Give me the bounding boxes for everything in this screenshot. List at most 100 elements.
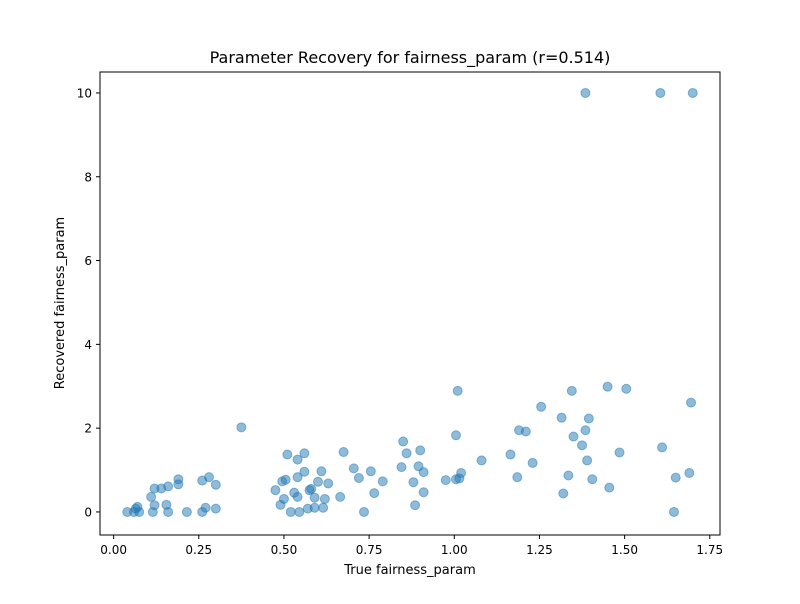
data-point [369,488,380,499]
data-point [536,401,547,412]
y-tick-label: 8 [84,170,92,184]
data-point [270,485,281,496]
data-point [338,447,349,458]
data-point [580,87,591,98]
data-point [309,502,320,513]
data-point [418,467,429,478]
data-point [299,466,310,477]
data-point [353,473,364,484]
y-axis-label: Recovered fairness_param [53,217,68,389]
data-points [122,87,698,517]
data-point [614,447,625,458]
data-point [556,412,567,423]
data-point [580,425,591,436]
x-axis-ticks: 0.00 0.25 0.50 0.75 1.00 1.25 1.50 1.75 [100,535,723,557]
x-tick-label: 0.75 [356,543,383,557]
data-point [149,500,160,511]
data-point [306,483,317,494]
data-point [408,477,419,488]
data-point [146,491,157,502]
data-point [582,455,593,466]
data-point [577,440,588,451]
data-point [316,466,327,477]
x-tick-label: 0.50 [271,543,298,557]
data-point [505,449,516,460]
data-point [323,478,334,489]
data-point [687,87,698,98]
data-point [398,436,409,447]
y-tick-label: 10 [77,86,92,100]
data-point [410,500,421,511]
data-point [163,481,174,492]
data-point [440,475,451,486]
data-point [587,474,598,485]
y-tick-label: 4 [84,338,92,352]
data-point [476,455,487,466]
x-tick-label: 1.75 [696,543,723,557]
data-point [181,506,192,517]
data-point [568,431,579,442]
data-point [527,457,538,468]
y-tick-label: 6 [84,254,92,268]
data-point [319,493,330,504]
data-point [456,467,467,478]
y-axis-ticks: 0 2 4 6 8 10 [77,86,100,519]
data-point [365,466,376,477]
data-point [359,506,370,517]
data-point [318,502,329,513]
data-point [621,383,632,394]
data-point [204,472,215,483]
x-tick-label: 0.00 [100,543,127,557]
data-point [292,472,303,483]
data-point [348,463,359,474]
data-point [604,482,615,493]
x-tick-label: 1.00 [441,543,468,557]
data-point [285,506,296,517]
data-point [134,506,145,517]
data-point [292,454,303,465]
data-point [415,445,426,456]
data-point [200,502,211,513]
data-point [566,385,577,396]
x-tick-label: 0.25 [185,543,212,557]
data-point [396,462,407,473]
data-point [583,413,594,424]
data-point [282,449,293,460]
x-axis-label: True fairness_param [343,563,476,578]
data-point [309,492,320,503]
data-point [452,385,463,396]
chart-title: Parameter Recovery for fairness_param (r… [210,48,611,68]
plot-area-frame [99,71,721,536]
data-point [670,472,681,483]
data-point [450,430,461,441]
data-point [292,491,303,502]
data-point [236,422,247,433]
y-tick-label: 2 [84,422,92,436]
data-point [210,479,221,490]
data-point [313,476,324,487]
data-point [558,488,569,499]
data-point [299,448,310,459]
data-point [278,493,289,504]
data-point [686,397,697,408]
data-point [418,487,429,498]
data-point [669,506,680,517]
data-point [602,381,613,392]
data-point [294,506,305,517]
data-point [335,491,346,502]
data-point [163,506,174,517]
data-point [173,474,184,485]
data-point [210,503,221,514]
data-point [280,474,291,485]
x-tick-label: 1.50 [611,543,638,557]
data-point [655,87,666,98]
data-point [684,467,695,478]
data-point [657,442,668,453]
data-point [512,472,523,483]
data-point [377,476,388,487]
x-tick-label: 1.25 [526,543,553,557]
data-point [520,426,531,437]
data-point [401,448,412,459]
